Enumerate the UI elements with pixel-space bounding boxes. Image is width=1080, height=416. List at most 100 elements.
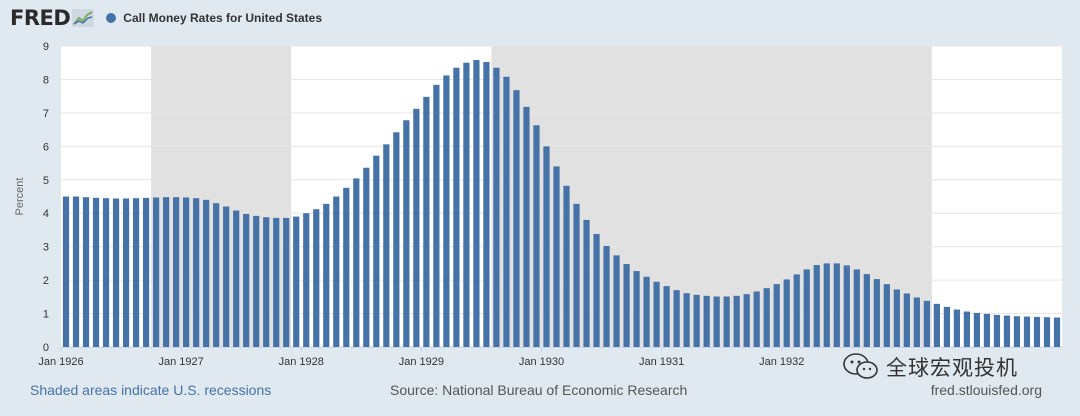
bar[interactable] (1033, 316, 1041, 347)
bar[interactable] (183, 197, 190, 347)
bar[interactable] (72, 196, 80, 348)
bar[interactable] (193, 198, 200, 347)
bar[interactable] (563, 185, 570, 347)
bar[interactable] (233, 210, 240, 347)
bar[interactable] (92, 197, 100, 347)
bar[interactable] (353, 178, 360, 347)
bar[interactable] (713, 296, 720, 347)
site-url[interactable]: fred.stlouisfed.org (930, 382, 1042, 398)
bar[interactable] (433, 84, 440, 347)
bar[interactable] (643, 276, 650, 347)
recession-note-link[interactable]: Shaded areas indicate U.S. recessions (30, 382, 272, 398)
bar[interactable] (963, 311, 971, 347)
bar[interactable] (823, 263, 830, 347)
bar[interactable] (623, 264, 630, 347)
fred-logo[interactable]: FRED (10, 5, 71, 30)
bar[interactable] (573, 203, 580, 347)
bar[interactable] (293, 216, 300, 347)
bar[interactable] (323, 203, 330, 347)
bar[interactable] (633, 271, 640, 347)
bar[interactable] (163, 197, 170, 347)
bar[interactable] (213, 203, 220, 347)
bar[interactable] (953, 309, 960, 347)
bar[interactable] (533, 125, 540, 347)
bar[interactable] (393, 132, 400, 347)
bar[interactable] (463, 62, 470, 347)
bar[interactable] (403, 120, 410, 347)
bar[interactable] (343, 187, 350, 347)
bar[interactable] (793, 274, 800, 347)
bar[interactable] (663, 286, 670, 347)
bar[interactable] (763, 288, 770, 347)
bar[interactable] (363, 167, 370, 347)
bar[interactable] (122, 198, 130, 347)
bar[interactable] (723, 296, 730, 347)
bar[interactable] (703, 295, 710, 347)
bar[interactable] (243, 213, 250, 347)
bar[interactable] (112, 198, 120, 347)
bar[interactable] (783, 279, 790, 347)
bar[interactable] (903, 293, 910, 347)
bar[interactable] (333, 196, 340, 348)
bar[interactable] (453, 67, 460, 347)
bar[interactable] (102, 198, 110, 347)
bar[interactable] (1003, 315, 1011, 347)
bar[interactable] (62, 196, 70, 348)
bar[interactable] (743, 294, 750, 347)
bar[interactable] (553, 166, 560, 347)
bar[interactable] (983, 313, 991, 347)
bar[interactable] (813, 265, 820, 347)
bar[interactable] (383, 144, 390, 347)
bar[interactable] (883, 284, 890, 347)
bar[interactable] (673, 290, 680, 347)
bar[interactable] (413, 108, 420, 348)
bar[interactable] (523, 106, 530, 347)
bar[interactable] (253, 215, 260, 347)
bar[interactable] (853, 269, 860, 347)
bar[interactable] (82, 197, 90, 347)
bar[interactable] (603, 245, 610, 347)
bar[interactable] (583, 219, 590, 347)
bar[interactable] (803, 269, 810, 347)
bar[interactable] (773, 284, 780, 347)
bar[interactable] (283, 217, 290, 347)
bar[interactable] (493, 67, 500, 347)
bar[interactable] (693, 294, 700, 347)
bar[interactable] (753, 291, 760, 347)
bar[interactable] (593, 233, 600, 347)
bar[interactable] (733, 295, 740, 347)
bar[interactable] (313, 209, 320, 347)
bar[interactable] (373, 155, 380, 347)
bar[interactable] (273, 217, 280, 347)
bar[interactable] (683, 293, 690, 347)
bar[interactable] (933, 303, 940, 347)
bar[interactable] (843, 265, 850, 347)
bar[interactable] (173, 197, 180, 347)
bar[interactable] (1053, 317, 1061, 347)
bar[interactable] (863, 274, 870, 347)
bar[interactable] (1023, 316, 1031, 347)
bar[interactable] (543, 146, 550, 347)
bar[interactable] (443, 75, 450, 347)
bar[interactable] (923, 300, 930, 347)
bar[interactable] (943, 306, 950, 347)
bar[interactable] (132, 198, 140, 347)
bar[interactable] (873, 279, 880, 347)
bar[interactable] (833, 263, 840, 347)
bar[interactable] (1013, 316, 1021, 347)
bar[interactable] (483, 62, 490, 347)
bar[interactable] (893, 289, 900, 347)
bar[interactable] (303, 213, 310, 347)
bar[interactable] (613, 255, 620, 347)
bar[interactable] (503, 76, 510, 347)
bar[interactable] (203, 199, 210, 347)
bar[interactable] (1043, 317, 1051, 347)
chart-legend[interactable]: Call Money Rates for United States (106, 11, 322, 25)
bar[interactable] (473, 60, 480, 348)
bar[interactable] (142, 197, 150, 347)
bar[interactable] (993, 314, 1001, 347)
bar[interactable] (973, 312, 981, 347)
chart-area[interactable]: 0 1 2 3 4 5 6 7 8 9 Jan 1926 Jan 1927 Jan 1928 Jan 19… (0, 0, 1080, 372)
bar[interactable] (423, 96, 430, 347)
bar[interactable] (152, 197, 160, 347)
